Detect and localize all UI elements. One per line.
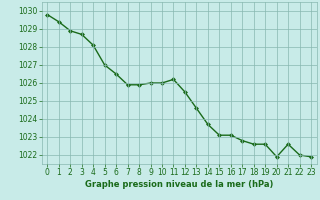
X-axis label: Graphe pression niveau de la mer (hPa): Graphe pression niveau de la mer (hPa) [85, 180, 273, 189]
